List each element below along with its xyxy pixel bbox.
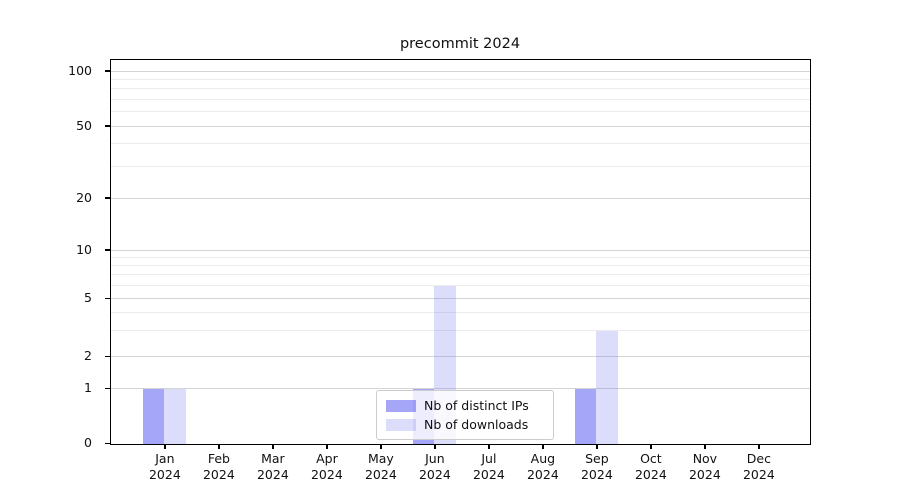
y-tick-mark-2 xyxy=(105,355,110,358)
gridline-y-1 xyxy=(111,388,810,389)
bar-sep-distinct-ips xyxy=(574,389,597,444)
y-tick-mark-1 xyxy=(105,387,110,390)
plot-area: Nb of distinct IPs Nb of downloads xyxy=(110,59,811,445)
x-tick-label-mar: Mar 2024 xyxy=(256,451,289,482)
x-tick-mark-feb xyxy=(218,444,220,449)
gridline-y-3 xyxy=(111,330,810,332)
bar-sep-downloads xyxy=(596,331,618,444)
y-tick-mark-0 xyxy=(105,442,110,445)
gridline-y-80 xyxy=(111,88,810,90)
y-tick-mark-10 xyxy=(105,249,110,251)
x-tick-mark-sep xyxy=(596,444,598,449)
x-tick-mark-aug xyxy=(542,444,544,449)
legend-swatch-downloads xyxy=(386,418,416,431)
gridline-y-7 xyxy=(111,274,810,276)
x-tick-label-may: May 2024 xyxy=(364,451,397,482)
gridline-y-70 xyxy=(111,98,810,100)
bar-jan-downloads xyxy=(164,389,186,444)
gridline-y-5 xyxy=(111,298,810,299)
x-tick-label-sep: Sep 2024 xyxy=(580,451,613,482)
y-tick-mark-100 xyxy=(105,70,110,72)
bar-jan-distinct-ips xyxy=(142,389,165,444)
x-tick-label-aug: Aug 2024 xyxy=(526,451,559,482)
y-tick-label-5: 5 xyxy=(84,290,92,306)
y-tick-label-20: 20 xyxy=(76,189,92,205)
gridline-y-90 xyxy=(111,78,810,80)
x-tick-label-jan: Jan 2024 xyxy=(148,451,181,482)
gridline-y-40 xyxy=(111,143,810,145)
x-tick-mark-jun xyxy=(434,444,436,449)
x-tick-mark-jul xyxy=(488,444,490,449)
gridline-y-50 xyxy=(111,125,810,127)
legend-label-distinct-ips: Nb of distinct IPs xyxy=(424,398,529,413)
gridline-y-20 xyxy=(111,197,810,199)
legend-swatch-distinct-ips xyxy=(386,399,416,412)
y-tick-label-2: 2 xyxy=(84,348,92,364)
x-tick-label-feb: Feb 2024 xyxy=(202,451,235,482)
chart-title: precommit 2024 xyxy=(399,36,521,52)
x-tick-label-apr: Apr 2024 xyxy=(310,451,343,482)
x-tick-label-nov: Nov 2024 xyxy=(688,451,721,482)
legend-item-distinct-ips: Nb of distinct IPs xyxy=(386,396,545,415)
gridline-y-2 xyxy=(111,356,810,357)
y-tick-mark-20 xyxy=(105,197,110,199)
x-tick-label-oct: Oct 2024 xyxy=(634,451,667,482)
gridline-y-4 xyxy=(111,312,810,314)
x-tick-mark-mar xyxy=(272,444,274,449)
x-tick-label-jul: Jul 2024 xyxy=(472,451,505,482)
y-tick-label-10: 10 xyxy=(76,241,92,257)
y-tick-label-0: 0 xyxy=(84,435,92,451)
y-tick-mark-5 xyxy=(105,297,110,300)
gridline-y-8 xyxy=(111,265,810,267)
gridline-y-100 xyxy=(111,70,810,72)
gridline-y-60 xyxy=(111,111,810,113)
x-tick-label-dec: Dec 2024 xyxy=(742,451,775,482)
y-tick-label-1: 1 xyxy=(84,380,92,396)
x-tick-label-jun: Jun 2024 xyxy=(418,451,451,482)
legend-item-downloads: Nb of downloads xyxy=(386,415,545,434)
y-tick-label-50: 50 xyxy=(76,117,92,133)
x-tick-mark-oct xyxy=(650,444,652,449)
x-tick-mark-nov xyxy=(704,444,706,449)
gridline-y-10 xyxy=(111,249,810,251)
x-tick-mark-may xyxy=(380,444,382,449)
x-tick-mark-apr xyxy=(326,444,328,449)
y-tick-mark-50 xyxy=(105,125,110,127)
y-tick-label-100: 100 xyxy=(68,62,92,78)
gridline-y-9 xyxy=(111,256,810,258)
gridline-y-30 xyxy=(111,165,810,167)
legend: Nb of distinct IPs Nb of downloads xyxy=(376,390,554,440)
x-tick-mark-dec xyxy=(758,444,760,449)
gridline-y-6 xyxy=(111,285,810,287)
legend-label-downloads: Nb of downloads xyxy=(424,417,529,432)
x-tick-mark-jan xyxy=(164,444,166,449)
